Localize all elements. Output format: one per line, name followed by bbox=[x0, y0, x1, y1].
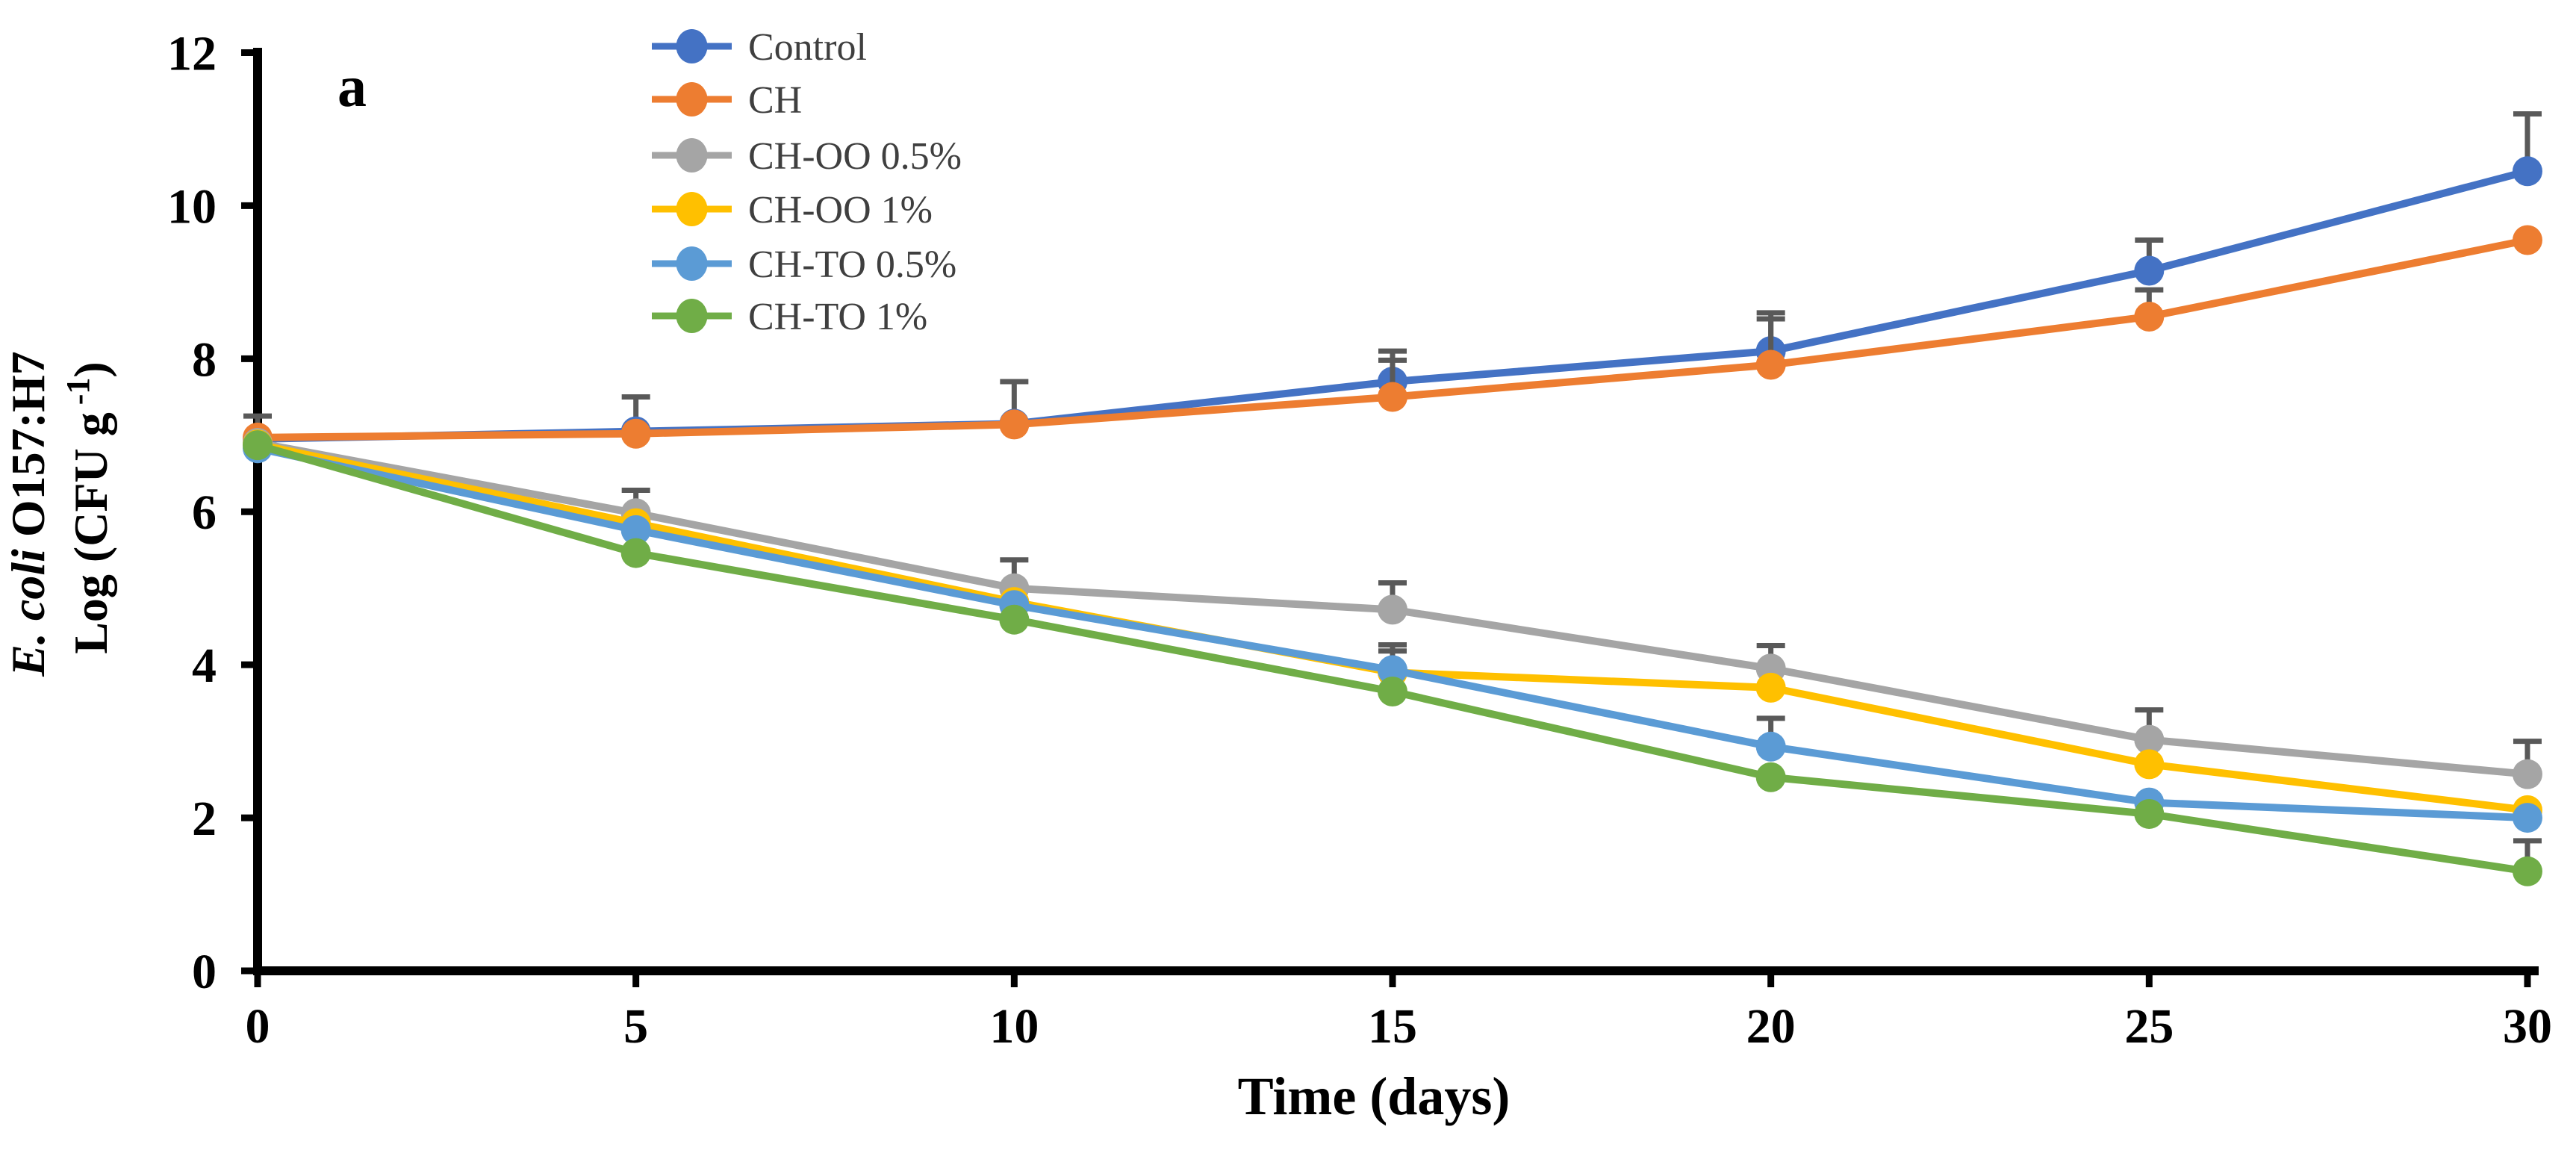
data-point-marker bbox=[1377, 655, 1407, 686]
legend-marker bbox=[676, 192, 708, 226]
data-point-marker bbox=[1755, 672, 1786, 703]
data-point-marker bbox=[1377, 677, 1407, 707]
y-tick-label: 2 bbox=[192, 792, 217, 846]
legend-item: CH-OO 0.5% bbox=[652, 135, 962, 178]
legend-marker bbox=[676, 138, 708, 173]
data-point-marker bbox=[999, 409, 1030, 440]
legend-item: CH-TO 1% bbox=[652, 296, 927, 338]
series-ch-to-1- bbox=[243, 430, 2542, 886]
y-tick-label: 12 bbox=[167, 26, 217, 81]
plot-area: 0 2 4 6 8 10 12 0 5 10 15 20 25 30 Control CH CH-OO 0.5%… bbox=[167, 26, 2552, 1054]
legend-marker bbox=[676, 82, 708, 116]
data-point-marker bbox=[1377, 382, 1407, 412]
legend: Control CH CH-OO 0.5% CH-OO 1% CH-TO 0.5% CH-… bbox=[652, 26, 962, 338]
y-tick-label: 6 bbox=[192, 485, 217, 540]
data-point-marker bbox=[2134, 255, 2165, 286]
data-point-marker bbox=[620, 418, 651, 449]
x-axis-title: Time (days) bbox=[1238, 1066, 1511, 1126]
data-point-marker bbox=[999, 604, 1030, 635]
legend-marker bbox=[676, 246, 708, 281]
x-tick-label: 20 bbox=[1746, 999, 1796, 1054]
y-tick-label: 8 bbox=[192, 332, 217, 387]
legend-marker bbox=[676, 29, 708, 63]
legend-item: CH-OO 1% bbox=[652, 189, 933, 232]
y-tick-label: 10 bbox=[167, 179, 217, 234]
data-point-marker bbox=[2134, 798, 2165, 829]
legend-label: CH-TO 1% bbox=[748, 296, 927, 338]
y-tick-label: 4 bbox=[192, 639, 217, 693]
data-point-marker bbox=[2134, 301, 2165, 332]
legend-item: Control bbox=[652, 26, 867, 69]
data-point-marker bbox=[620, 538, 651, 568]
data-point-marker bbox=[2512, 225, 2542, 255]
data-point-marker bbox=[2512, 856, 2542, 886]
x-tick-label: 15 bbox=[1368, 999, 1417, 1054]
series-line bbox=[254, 441, 2531, 814]
x-tick-label: 30 bbox=[2503, 999, 2552, 1054]
legend-marker bbox=[676, 299, 708, 333]
data-point-marker bbox=[2134, 724, 2165, 755]
x-tick-label: 0 bbox=[246, 999, 270, 1054]
y-tick-label: 0 bbox=[192, 945, 217, 999]
data-point-marker bbox=[1755, 349, 1786, 380]
data-point-marker bbox=[2512, 803, 2542, 833]
data-point-marker bbox=[2512, 759, 2542, 789]
data-point-marker bbox=[1755, 731, 1786, 762]
series-ch-oo-1- bbox=[243, 429, 2542, 825]
data-point-marker bbox=[620, 515, 651, 545]
x-tick-label: 10 bbox=[989, 999, 1039, 1054]
legend-label: Control bbox=[748, 26, 867, 69]
legend-label: CH-OO 1% bbox=[748, 189, 933, 232]
data-point-marker bbox=[2512, 156, 2542, 187]
legend-label: CH-TO 0.5% bbox=[748, 243, 956, 286]
legend-label: CH bbox=[748, 79, 802, 122]
legend-item: CH-TO 0.5% bbox=[652, 243, 956, 286]
y-axis-title: E. coli O157:H7 Log (CFU g-1) bbox=[1, 339, 117, 677]
panel-label: a bbox=[337, 54, 367, 119]
x-tick-label: 5 bbox=[623, 999, 648, 1054]
data-point-marker bbox=[2134, 749, 2165, 780]
data-point-marker bbox=[1377, 594, 1407, 625]
data-point-marker bbox=[243, 430, 273, 461]
x-tick-label: 25 bbox=[2124, 999, 2174, 1054]
series-ch-oo-0-5- bbox=[243, 428, 2542, 789]
legend-label: CH-OO 0.5% bbox=[748, 135, 962, 178]
data-point-marker bbox=[1755, 762, 1786, 792]
legend-item: CH bbox=[652, 79, 802, 122]
